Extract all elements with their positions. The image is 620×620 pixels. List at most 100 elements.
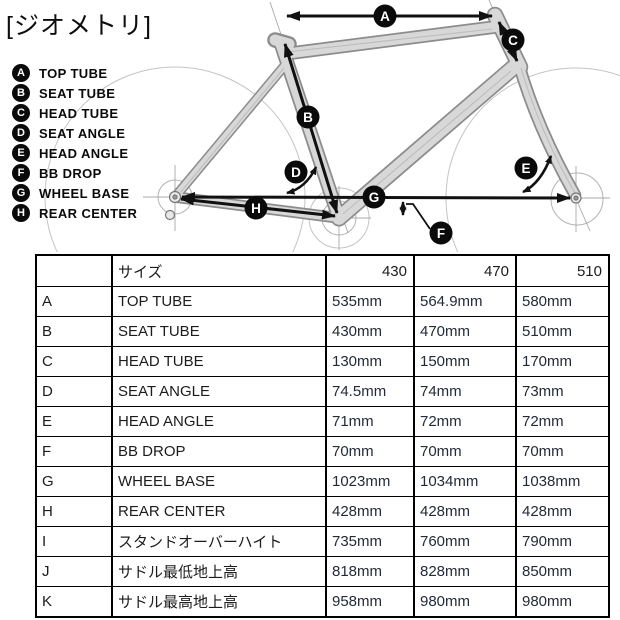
legend-label: SEAT TUBE (39, 85, 116, 101)
value-cell: 580mm (515, 286, 610, 317)
row-name-cell: HEAD TUBE (111, 346, 327, 377)
geometry-table: サイズ 430 470 510 A TOP TUBE 535mm 564.9mm… (35, 254, 610, 618)
legend-badge: H (12, 204, 30, 222)
value-cell: 70mm (325, 436, 415, 467)
row-key-cell: C (35, 346, 113, 377)
svg-text:B: B (303, 110, 313, 125)
value-cell: 428mm (325, 496, 415, 527)
column-header-430: 430 (325, 254, 415, 287)
value-cell: 430mm (325, 316, 415, 347)
dropout-details (164, 190, 582, 221)
value-cell: 130mm (325, 346, 415, 377)
row-name-cell: サドル最低地上高 (111, 556, 327, 587)
row-name-cell: WHEEL BASE (111, 466, 327, 497)
value-cell: 980mm (413, 586, 517, 618)
table-row: D SEAT ANGLE 74.5mm 74mm 73mm (35, 376, 610, 407)
row-key-cell: F (35, 436, 113, 467)
geometry-legend: A TOP TUBE B SEAT TUBE C HEAD TUBE D SEA… (12, 63, 137, 223)
marker-D: D (284, 160, 308, 184)
legend-item-top-tube: A TOP TUBE (12, 63, 137, 83)
legend-badge: E (12, 144, 30, 162)
marker-H: H (244, 196, 268, 220)
value-cell: 73mm (515, 376, 610, 407)
legend-label: HEAD ANGLE (39, 145, 129, 161)
row-key-cell: J (35, 556, 113, 587)
legend-label: TOP TUBE (39, 65, 108, 81)
table-row: J サドル最低地上高 818mm 828mm 850mm (35, 556, 610, 587)
legend-badge: A (12, 64, 30, 82)
legend-item-head-angle: E HEAD ANGLE (12, 143, 137, 163)
legend-item-head-tube: C HEAD TUBE (12, 103, 137, 123)
svg-text:C: C (508, 33, 518, 48)
legend-badge: B (12, 84, 30, 102)
value-cell: 1023mm (325, 466, 415, 497)
table-row: E HEAD ANGLE 71mm 72mm 72mm (35, 406, 610, 437)
table-row: C HEAD TUBE 130mm 150mm 170mm (35, 346, 610, 377)
legend-label: REAR CENTER (39, 205, 138, 221)
value-cell: 72mm (413, 406, 517, 437)
arrow-seat-angle (286, 166, 318, 195)
column-header-510: 510 (515, 254, 610, 287)
marker-C: C (501, 28, 525, 52)
table-row: G WHEEL BASE 1023mm 1034mm 1038mm (35, 466, 610, 497)
value-cell: 71mm (325, 406, 415, 437)
row-name-cell: サドル最高地上高 (111, 586, 327, 618)
value-cell: 958mm (325, 586, 415, 618)
svg-text:A: A (380, 9, 390, 24)
legend-item-bb-drop: F BB DROP (12, 163, 137, 183)
legend-label: BB DROP (39, 165, 102, 181)
diagram-letter-markers: A B C D E F G H (244, 4, 538, 245)
row-key-cell: A (35, 286, 113, 317)
corner-cell (35, 254, 113, 287)
row-name-cell: SEAT ANGLE (111, 376, 327, 407)
legend-label: WHEEL BASE (39, 185, 130, 201)
arrow-head-angle (522, 155, 553, 194)
row-key-cell: I (35, 526, 113, 557)
legend-label: SEAT ANGLE (39, 125, 126, 141)
legend-item-seat-angle: D SEAT ANGLE (12, 123, 137, 143)
value-cell: 790mm (515, 526, 610, 557)
svg-text:H: H (251, 201, 261, 216)
value-cell: 564.9mm (413, 286, 517, 317)
value-cell: 428mm (413, 496, 517, 527)
marker-E: E (514, 156, 538, 180)
legend-item-rear-center: H REAR CENTER (12, 203, 137, 223)
svg-text:D: D (291, 165, 301, 180)
svg-text:F: F (437, 226, 445, 241)
marker-A: A (373, 4, 397, 28)
value-cell: 150mm (413, 346, 517, 377)
value-cell: 170mm (515, 346, 610, 377)
svg-text:G: G (369, 190, 380, 205)
value-cell: 510mm (515, 316, 610, 347)
arrow-seat-tube (283, 43, 339, 214)
page-title: [ジオメトリ] (6, 12, 152, 40)
table-row: K サドル最高地上高 958mm 980mm 980mm (35, 586, 610, 618)
legend-badge: G (12, 184, 30, 202)
value-cell: 428mm (515, 496, 610, 527)
row-name-cell: SEAT TUBE (111, 316, 327, 347)
row-key-cell: K (35, 586, 113, 618)
table-row: I スタンドオーバーハイト 735mm 760mm 790mm (35, 526, 610, 557)
value-cell: 72mm (515, 406, 610, 437)
value-cell: 74.5mm (325, 376, 415, 407)
table-row: F BB DROP 70mm 70mm 70mm (35, 436, 610, 467)
value-cell: 760mm (413, 526, 517, 557)
value-cell: 70mm (413, 436, 517, 467)
bb-drop-leader-line (406, 203, 431, 230)
value-cell: 70mm (515, 436, 610, 467)
legend-label: HEAD TUBE (39, 105, 119, 121)
row-key-cell: H (35, 496, 113, 527)
row-name-cell: スタンドオーバーハイト (111, 526, 327, 557)
value-cell: 535mm (325, 286, 415, 317)
legend-badge: C (12, 104, 30, 122)
legend-badge: F (12, 164, 30, 182)
row-name-cell: BB DROP (111, 436, 327, 467)
value-cell: 470mm (413, 316, 517, 347)
bike-geometry-diagram: A B C D E F G H (44, 0, 620, 252)
row-name-cell: REAR CENTER (111, 496, 327, 527)
legend-item-seat-tube: B SEAT TUBE (12, 83, 137, 103)
legend-badge: D (12, 124, 30, 142)
value-cell: 818mm (325, 556, 415, 587)
marker-F: F (429, 221, 453, 245)
